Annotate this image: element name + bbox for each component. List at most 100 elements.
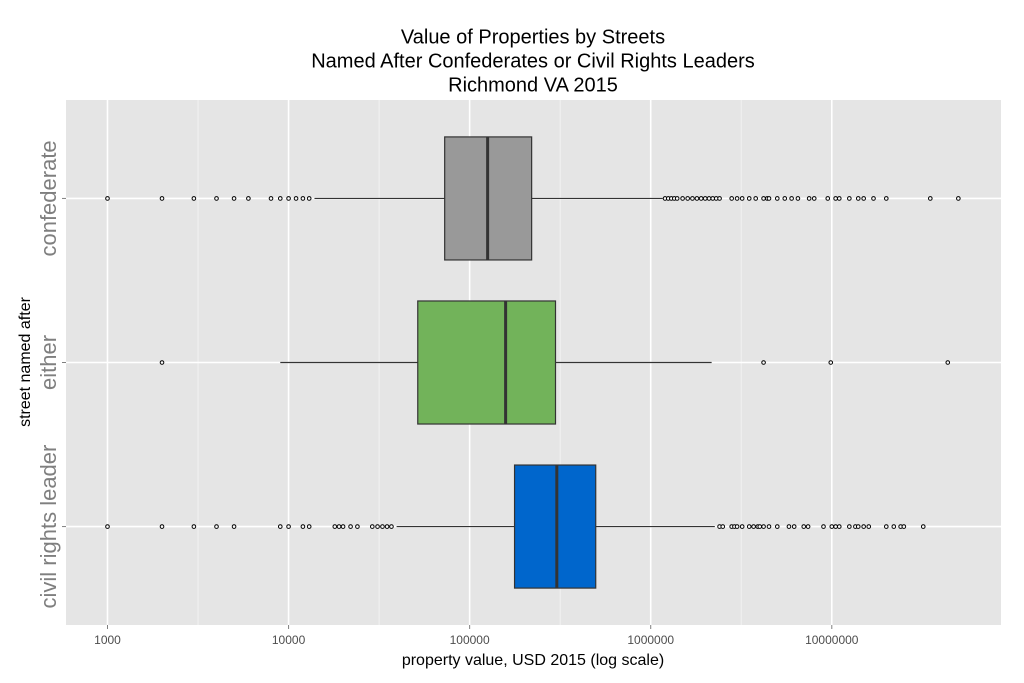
outlier [191,524,197,529]
outlier [833,524,838,529]
outlier [847,524,852,529]
outlier [761,196,766,201]
outlier [277,196,283,201]
outlier [706,196,712,201]
outlier [825,196,831,201]
outlier [375,524,380,529]
outlier [685,196,690,201]
outlier [836,196,842,201]
outlier [389,524,394,529]
outlier [801,524,807,529]
x-axis-label: property value, USD 2015 (log scale) [402,652,664,669]
outlier [698,196,704,201]
outlier [791,524,797,529]
outlier [384,524,390,529]
outlier [159,360,165,365]
x-tick-label: 1000000 [627,633,674,647]
outlier [286,196,291,201]
chart-title: Richmond VA 2015 [448,74,618,96]
outlier [739,524,745,529]
outlier [734,196,740,201]
outlier [690,196,695,201]
outlier [757,524,763,529]
outlier [836,524,842,529]
outlier [680,196,685,201]
outlier [286,524,291,529]
outlier [300,196,306,201]
outlier [300,524,306,529]
outlier [828,360,834,365]
outlier [332,524,338,529]
outlier [355,524,360,529]
outlier [306,196,312,201]
outlier [766,196,772,201]
outlier [847,196,852,201]
y-tick-label: civil rights leader [36,445,61,609]
outlier [805,524,811,529]
outlier [105,524,110,529]
outlier [734,524,740,529]
outlier [231,196,237,201]
outlier [786,524,792,529]
outlier [306,524,312,529]
box [417,300,557,425]
outlier [920,524,926,529]
outlier [702,196,708,201]
outlier [729,196,734,201]
outlier [380,524,385,529]
chart-title: Value of Properties by Streets [401,26,665,48]
outlier [159,196,165,201]
outlier [739,196,745,201]
chart-title: Named After Confederates or Civil Rights… [311,50,755,72]
outlier [340,524,346,529]
outlier [766,524,772,529]
outlier [214,196,219,201]
outlier [746,196,752,201]
outlier [369,524,375,529]
outlier [855,524,861,529]
outlier [861,196,866,201]
outlier [811,196,817,201]
y-tick-label: confederate [36,140,61,256]
x-tick-label: 1000 [94,633,121,647]
outlier [231,524,237,529]
outlier [159,524,165,529]
outlier [105,196,110,201]
outlier [861,524,866,529]
outlier [694,196,700,201]
outlier [293,196,299,201]
outlier [829,524,835,529]
outlier [746,524,752,529]
outlier [214,524,219,529]
outlier [751,524,756,529]
x-tick-label: 100000 [450,633,490,647]
outlier [928,196,933,201]
outlier [891,524,897,529]
outlier [674,196,680,201]
outlier [789,196,794,201]
outlier [871,196,876,201]
outlier [883,196,889,201]
outlier [246,196,251,201]
outlier [191,196,197,201]
outlier [945,360,951,365]
outlier [717,196,722,201]
x-tick-label: 10000 [272,633,306,647]
outlier [761,360,766,365]
outlier [774,524,780,529]
outlier [821,524,826,529]
outlier [833,196,838,201]
outlier [720,524,726,529]
y-axis-label: street named after [17,296,34,427]
outlier [277,524,283,529]
y-tick-label: either [36,335,61,390]
outlier [774,196,780,201]
outlier [795,196,801,201]
box [513,464,597,589]
outlier [883,524,889,529]
outlier [956,196,961,201]
outlier [268,196,274,201]
outlier [855,196,861,201]
outlier [782,196,788,201]
